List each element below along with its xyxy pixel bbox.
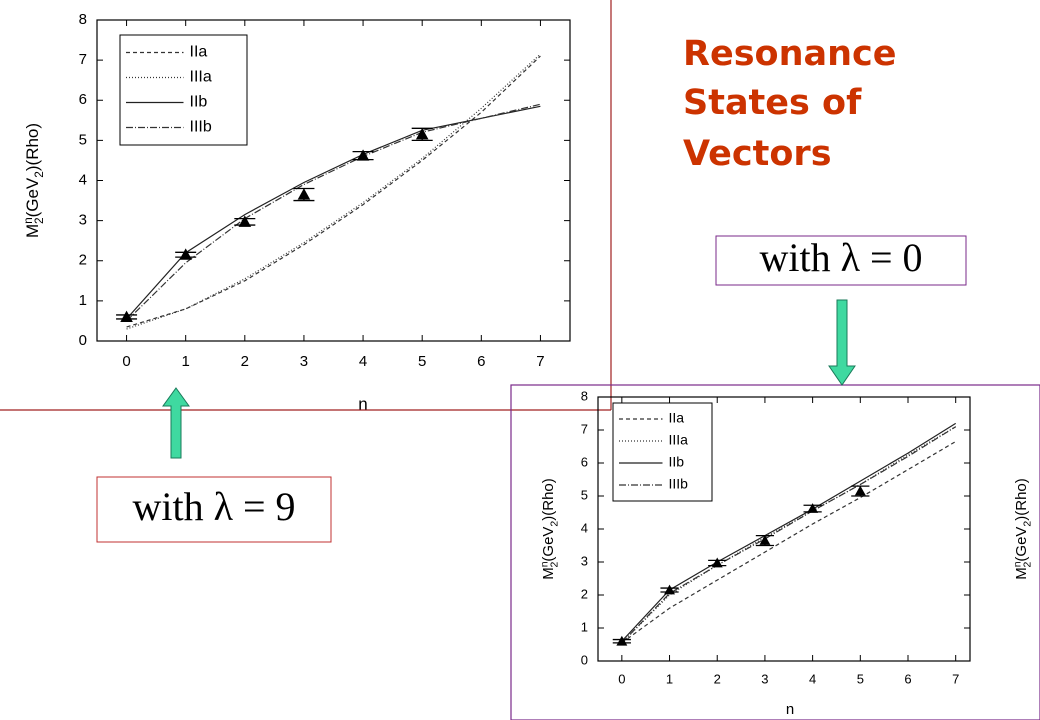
x-tick-label: 0	[122, 353, 130, 370]
y-tick-label: 3	[581, 553, 588, 568]
legend-frame	[119, 34, 248, 146]
note: with λ = 9	[132, 484, 295, 529]
legend-frame	[612, 402, 713, 502]
x-tick-label: 7	[536, 353, 544, 370]
legend-label: IIa	[190, 44, 208, 61]
y-tick-label: 1	[79, 292, 87, 309]
data-point	[179, 248, 192, 260]
axis-label-part: 2	[32, 171, 46, 178]
data-point	[759, 535, 771, 545]
title-line: States of	[683, 83, 862, 123]
axis-label-part: 2	[1021, 521, 1033, 527]
legend-label: IIIb	[190, 119, 212, 136]
data-point	[807, 503, 819, 513]
axis-label-part: M	[23, 224, 42, 238]
data-point	[616, 635, 628, 646]
x-tick-label: 1	[182, 353, 190, 370]
axis-label-part: M	[540, 567, 557, 580]
axis-label-part: 2	[32, 217, 46, 224]
axis-label-part: )(Rho)	[540, 478, 557, 521]
axis-label-part: n	[1011, 561, 1023, 567]
y-tick-label: 6	[581, 454, 588, 469]
x-tick-label: 4	[809, 671, 816, 686]
y-tick-label: 2	[79, 252, 87, 269]
data-point	[664, 584, 675, 595]
x-tick-label: 5	[857, 671, 864, 686]
x-tick-label: 5	[418, 353, 426, 370]
y-tick-label: 1	[581, 619, 588, 634]
title-line: Vectors	[683, 134, 832, 174]
data-point	[120, 310, 133, 322]
axis-label-part: (GeV	[1013, 527, 1030, 562]
legend-label: IIa	[669, 410, 685, 426]
y-tick-label: 8	[79, 11, 87, 28]
series-line	[621, 422, 957, 642]
series-line	[126, 55, 541, 328]
data-point	[356, 149, 370, 161]
note: with λ = 0	[759, 235, 922, 280]
x-tick-label: 3	[300, 353, 308, 370]
y-tick-label: 5	[79, 131, 87, 148]
legend-label: IIb	[190, 94, 208, 111]
y-tick-label: 0	[79, 332, 87, 349]
x-axis-label: n	[786, 701, 794, 718]
axis-label: Mn2(GeV2)(Rho)	[1011, 478, 1033, 580]
title-line: Resonance	[683, 34, 897, 74]
arrow-down	[828, 299, 856, 386]
legend-label: IIb	[669, 454, 685, 470]
x-tick-label: 2	[714, 671, 721, 686]
data-point	[415, 128, 429, 140]
arrow-up	[162, 387, 190, 459]
y-tick-label: 5	[581, 487, 588, 502]
data-point	[238, 215, 252, 227]
y-tick-label: 8	[581, 388, 588, 403]
y-tick-label: 3	[79, 212, 87, 229]
data-point	[297, 188, 311, 200]
axis-label-part: n	[21, 217, 35, 224]
y-tick-label: 2	[581, 586, 588, 601]
x-tick-label: 2	[241, 353, 249, 370]
x-tick-label: 6	[904, 671, 911, 686]
legend-label: IIIb	[669, 476, 689, 492]
series-line	[621, 440, 957, 644]
y-tick-label: 6	[79, 91, 87, 108]
axis-label-part: n	[538, 561, 550, 567]
note-box	[715, 235, 967, 286]
axis-label-part: 2	[1021, 561, 1033, 567]
axis-label-part: )(Rho)	[1013, 478, 1030, 521]
legend-label: IIIa	[190, 69, 212, 86]
axis-label-part: (GeV	[540, 527, 557, 562]
axis-label-part: 2	[548, 561, 560, 567]
panel-frame	[510, 384, 1040, 720]
series-line	[126, 103, 541, 322]
legend-label: IIIa	[669, 432, 689, 448]
axis-label-part: )(Rho)	[24, 123, 43, 171]
x-tick-label: 4	[359, 353, 367, 370]
x-tick-label: 3	[761, 671, 768, 686]
y-tick-label: 7	[79, 51, 87, 68]
x-axis-label: n	[358, 394, 367, 413]
y-tick-label: 4	[581, 520, 588, 535]
y-tick-label: 4	[79, 171, 87, 188]
y-tick-label: 7	[581, 421, 588, 436]
y-tick-label: 0	[581, 652, 588, 667]
data-point	[711, 557, 723, 568]
axis-label-part: 2	[548, 521, 560, 527]
axis-label: Mn2(GeV2)(Rho)	[21, 123, 46, 238]
series-line	[126, 105, 541, 320]
note-box	[96, 476, 332, 543]
axis-label: Mn2(GeV2)(Rho)	[538, 478, 560, 580]
x-tick-label: 1	[666, 671, 673, 686]
data-point	[854, 485, 866, 496]
axis-label-part: (GeV	[24, 177, 43, 217]
x-tick-label: 6	[477, 353, 485, 370]
x-tick-label: 0	[618, 671, 625, 686]
x-tick-label: 7	[952, 671, 959, 686]
axis-label-part: M	[1013, 567, 1030, 580]
